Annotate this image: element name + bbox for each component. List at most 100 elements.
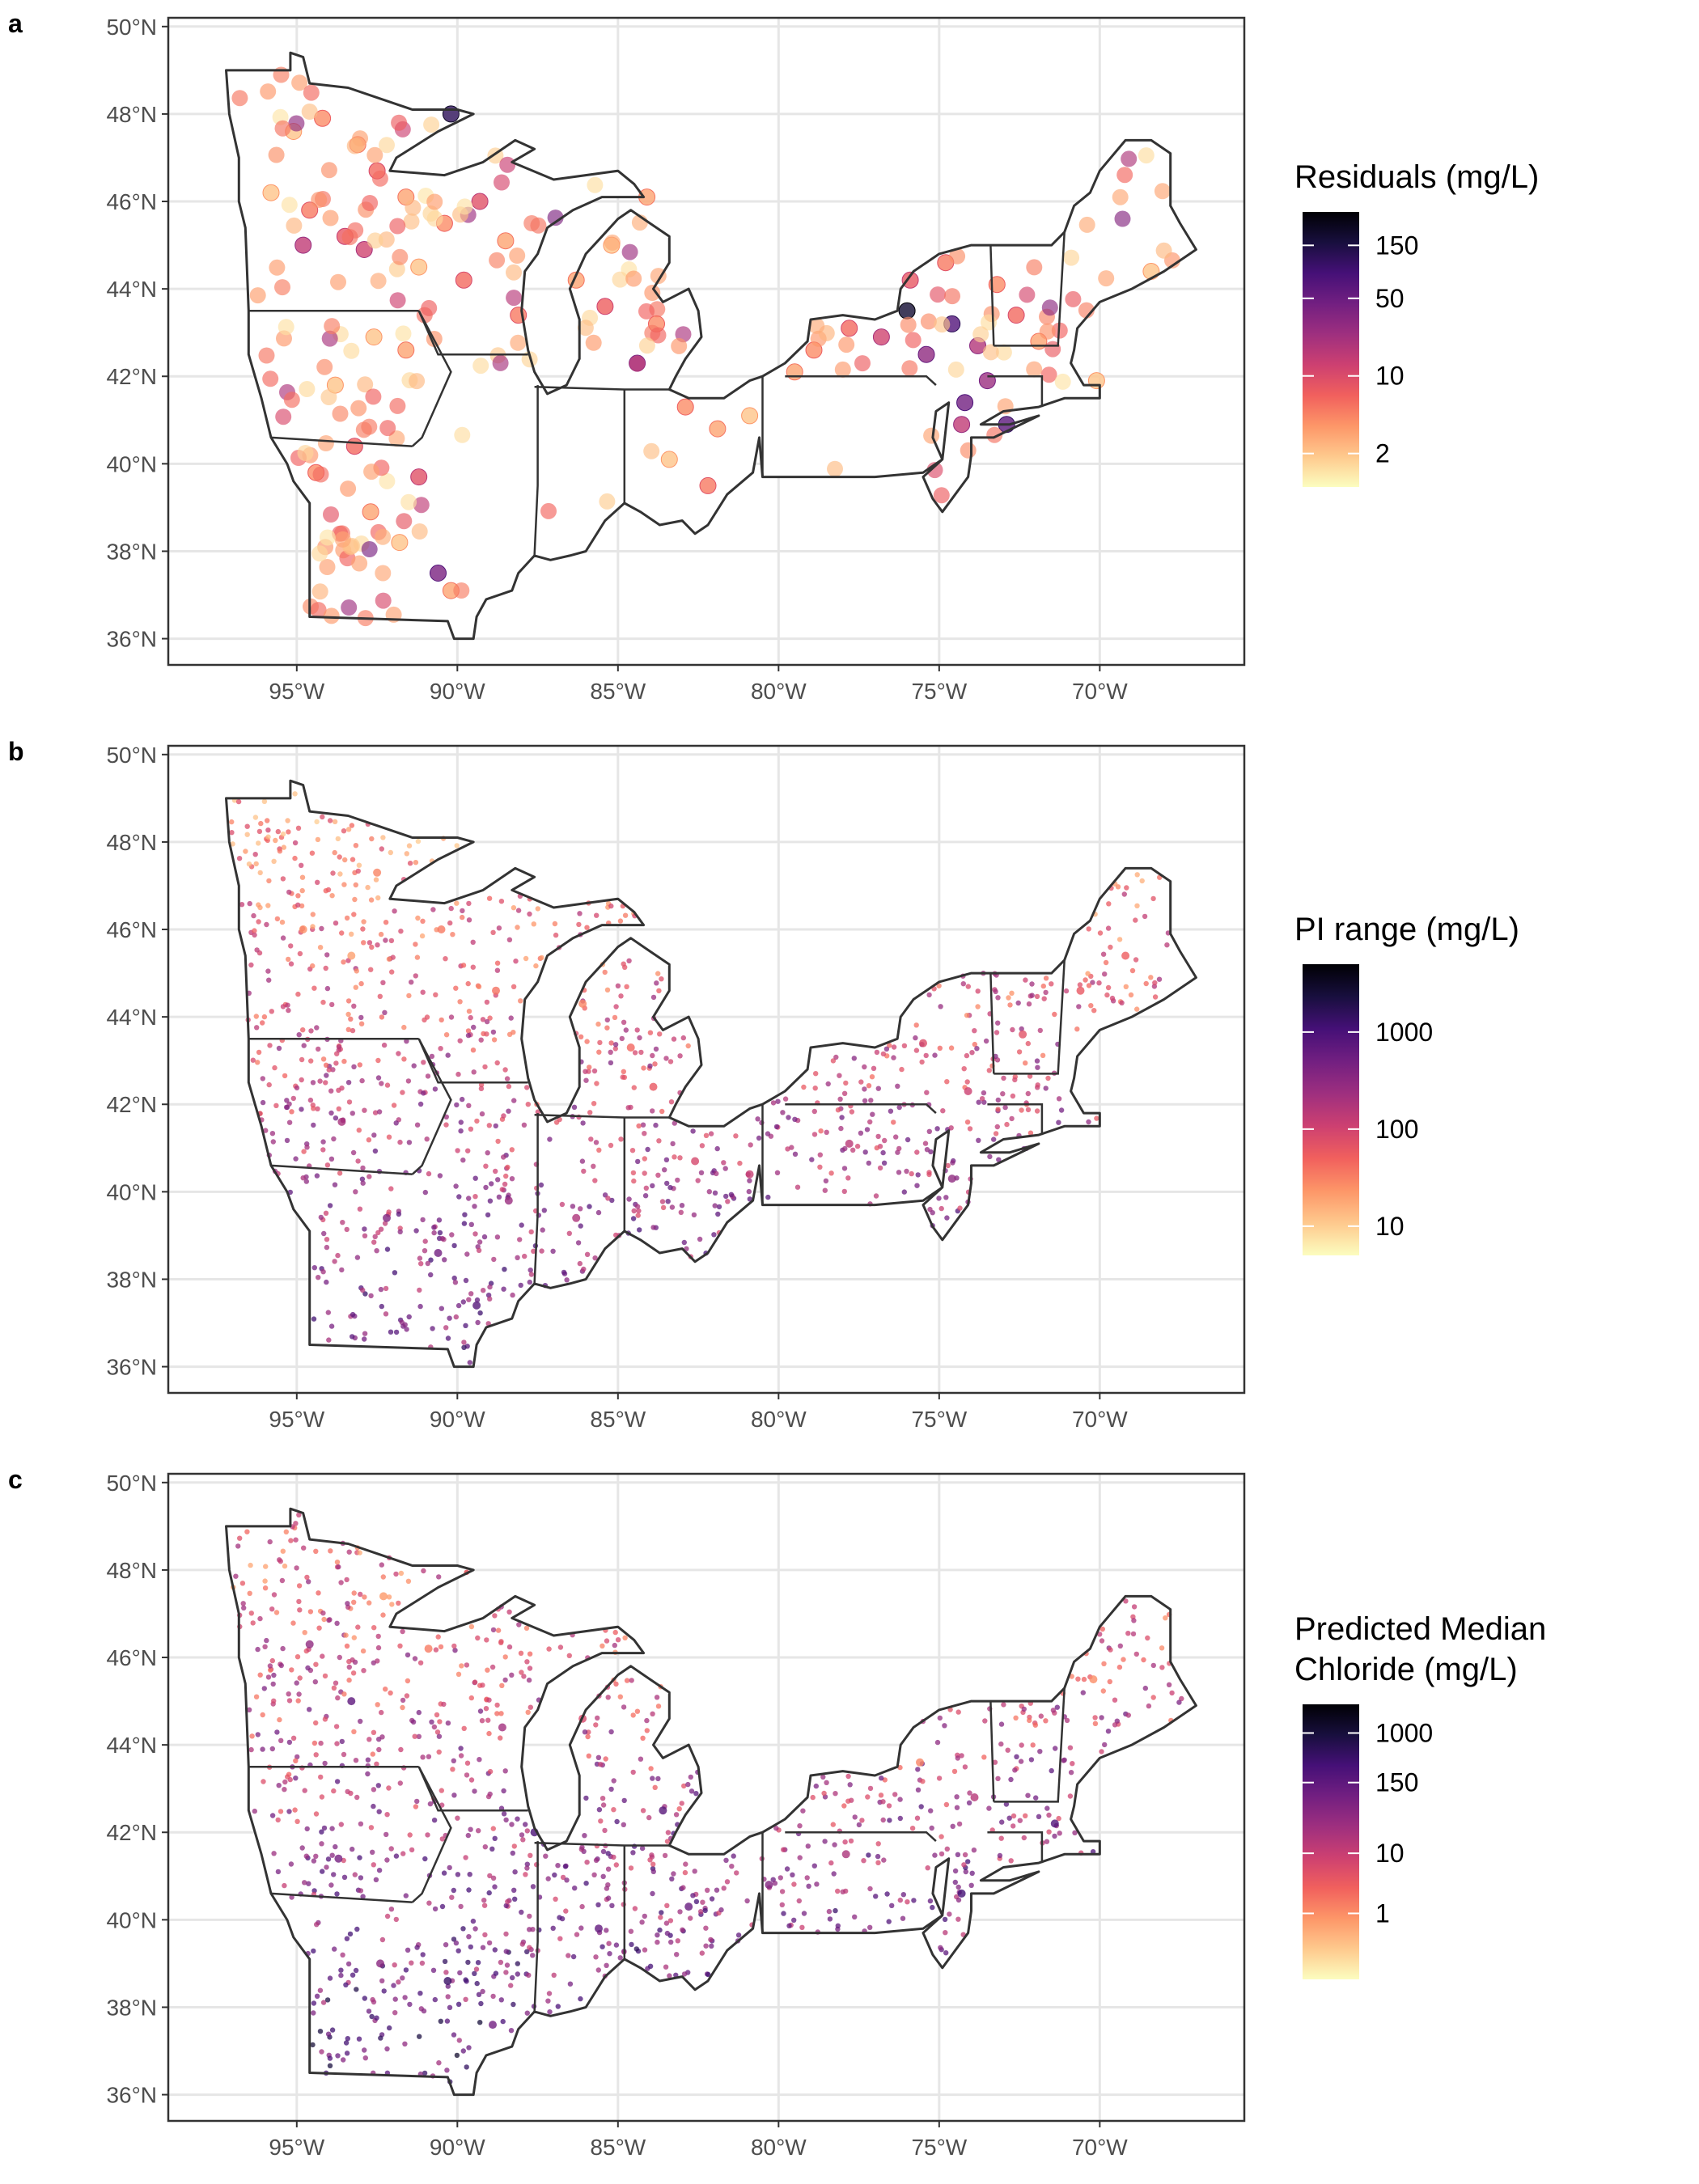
density-dot bbox=[974, 1046, 980, 1052]
data-point bbox=[337, 1117, 346, 1126]
density-dot bbox=[714, 1887, 720, 1893]
density-dot bbox=[524, 1865, 530, 1871]
density-dot bbox=[680, 1035, 686, 1041]
residual-point bbox=[379, 420, 396, 437]
density-dot bbox=[365, 884, 371, 891]
density-dot bbox=[482, 1932, 488, 1938]
density-dot bbox=[263, 1128, 269, 1133]
density-dot bbox=[620, 1074, 625, 1080]
density-dot bbox=[817, 1164, 823, 1170]
density-dot bbox=[455, 1302, 462, 1309]
density-dot bbox=[371, 1729, 377, 1735]
data-point bbox=[379, 1592, 388, 1601]
density-dot bbox=[258, 820, 264, 827]
density-dot bbox=[833, 1054, 839, 1060]
density-dot bbox=[246, 861, 252, 867]
density-dot bbox=[358, 1021, 365, 1026]
density-dot bbox=[822, 1839, 828, 1844]
density-dot bbox=[379, 1709, 384, 1716]
density-dot bbox=[680, 1927, 685, 1932]
density-dot bbox=[435, 1634, 441, 1640]
y-tick-label: 44°N bbox=[106, 277, 157, 302]
density-dot bbox=[600, 1944, 605, 1949]
residual-point bbox=[426, 193, 443, 210]
density-dot bbox=[986, 1068, 993, 1073]
density-dot bbox=[296, 1512, 302, 1518]
density-dot bbox=[765, 1131, 771, 1136]
density-dot bbox=[747, 1196, 752, 1202]
residual-point bbox=[297, 445, 314, 461]
density-dot bbox=[427, 1801, 434, 1807]
state-boundary bbox=[534, 1113, 670, 1119]
density-dot bbox=[566, 1653, 572, 1658]
density-dot bbox=[286, 1809, 292, 1814]
density-dot bbox=[324, 1997, 331, 2003]
density-dot bbox=[526, 1972, 532, 1979]
density-dot bbox=[250, 1057, 256, 1063]
density-dot bbox=[230, 841, 235, 847]
density-dot bbox=[314, 1025, 320, 1031]
density-dot bbox=[336, 1048, 341, 1053]
residual-point bbox=[341, 599, 358, 616]
density-dot bbox=[381, 1988, 387, 1994]
density-dot bbox=[1034, 1108, 1040, 1114]
density-dot bbox=[335, 2053, 341, 2059]
density-dot bbox=[282, 1787, 287, 1792]
density-dot bbox=[851, 1056, 858, 1061]
density-dot bbox=[248, 962, 254, 968]
density-dot bbox=[838, 1125, 844, 1132]
density-dot bbox=[511, 1030, 516, 1035]
density-dot bbox=[352, 896, 358, 903]
residual-point bbox=[1054, 373, 1071, 390]
y-tick-label: 38°N bbox=[106, 1995, 157, 2020]
density-dot bbox=[653, 1046, 659, 1052]
density-dot bbox=[712, 1203, 718, 1208]
density-dot bbox=[950, 1160, 955, 1166]
y-tick-label: 40°N bbox=[106, 1179, 157, 1204]
density-dot bbox=[267, 1539, 273, 1545]
density-dot bbox=[955, 1897, 962, 1903]
density-dot bbox=[624, 984, 629, 990]
density-dot bbox=[926, 992, 932, 998]
density-dot bbox=[765, 1194, 771, 1200]
density-dot bbox=[698, 1909, 704, 1915]
density-dot bbox=[566, 1230, 572, 1237]
density-dot bbox=[552, 1872, 557, 1878]
density-dot bbox=[307, 1609, 314, 1615]
panel-a: a 95°W 90°W 85°W 80°W 75°W 70°W50°N48°N46°N44… bbox=[8, 9, 1539, 704]
density-dot bbox=[300, 1027, 306, 1033]
density-dot bbox=[332, 849, 337, 856]
residual-point bbox=[1065, 290, 1082, 307]
density-dot bbox=[438, 1046, 443, 1052]
density-dot bbox=[699, 1950, 705, 1956]
density-dot bbox=[345, 2036, 350, 2042]
state-boundary bbox=[987, 375, 1044, 408]
density-dot bbox=[308, 1028, 314, 1034]
density-dot bbox=[294, 1818, 300, 1824]
y-tick-label: 40°N bbox=[106, 1907, 157, 1932]
density-dot bbox=[858, 1079, 864, 1085]
density-dot bbox=[527, 1913, 532, 1919]
density-dot bbox=[650, 1711, 655, 1716]
density-dot bbox=[459, 1663, 464, 1669]
density-dot bbox=[465, 1148, 471, 1153]
density-dot bbox=[256, 902, 261, 908]
density-dot bbox=[455, 1148, 460, 1153]
panel-border bbox=[167, 16, 1246, 667]
density-dot bbox=[485, 1717, 491, 1723]
panel-a-label: a bbox=[8, 9, 23, 38]
density-dot bbox=[735, 1932, 742, 1938]
residual-point bbox=[1098, 270, 1115, 287]
density-dot bbox=[372, 1110, 379, 1115]
density-dot bbox=[676, 1806, 682, 1812]
density-dot bbox=[811, 1863, 817, 1869]
density-dot bbox=[414, 1945, 420, 1950]
density-dot bbox=[389, 1602, 395, 1607]
density-dot bbox=[321, 1616, 327, 1623]
density-dot bbox=[1068, 1770, 1074, 1776]
density-dot bbox=[880, 1051, 887, 1057]
density-dot bbox=[619, 1035, 625, 1042]
residual-point bbox=[343, 342, 360, 359]
density-dot bbox=[724, 1879, 731, 1885]
density-dot bbox=[503, 1173, 509, 1179]
